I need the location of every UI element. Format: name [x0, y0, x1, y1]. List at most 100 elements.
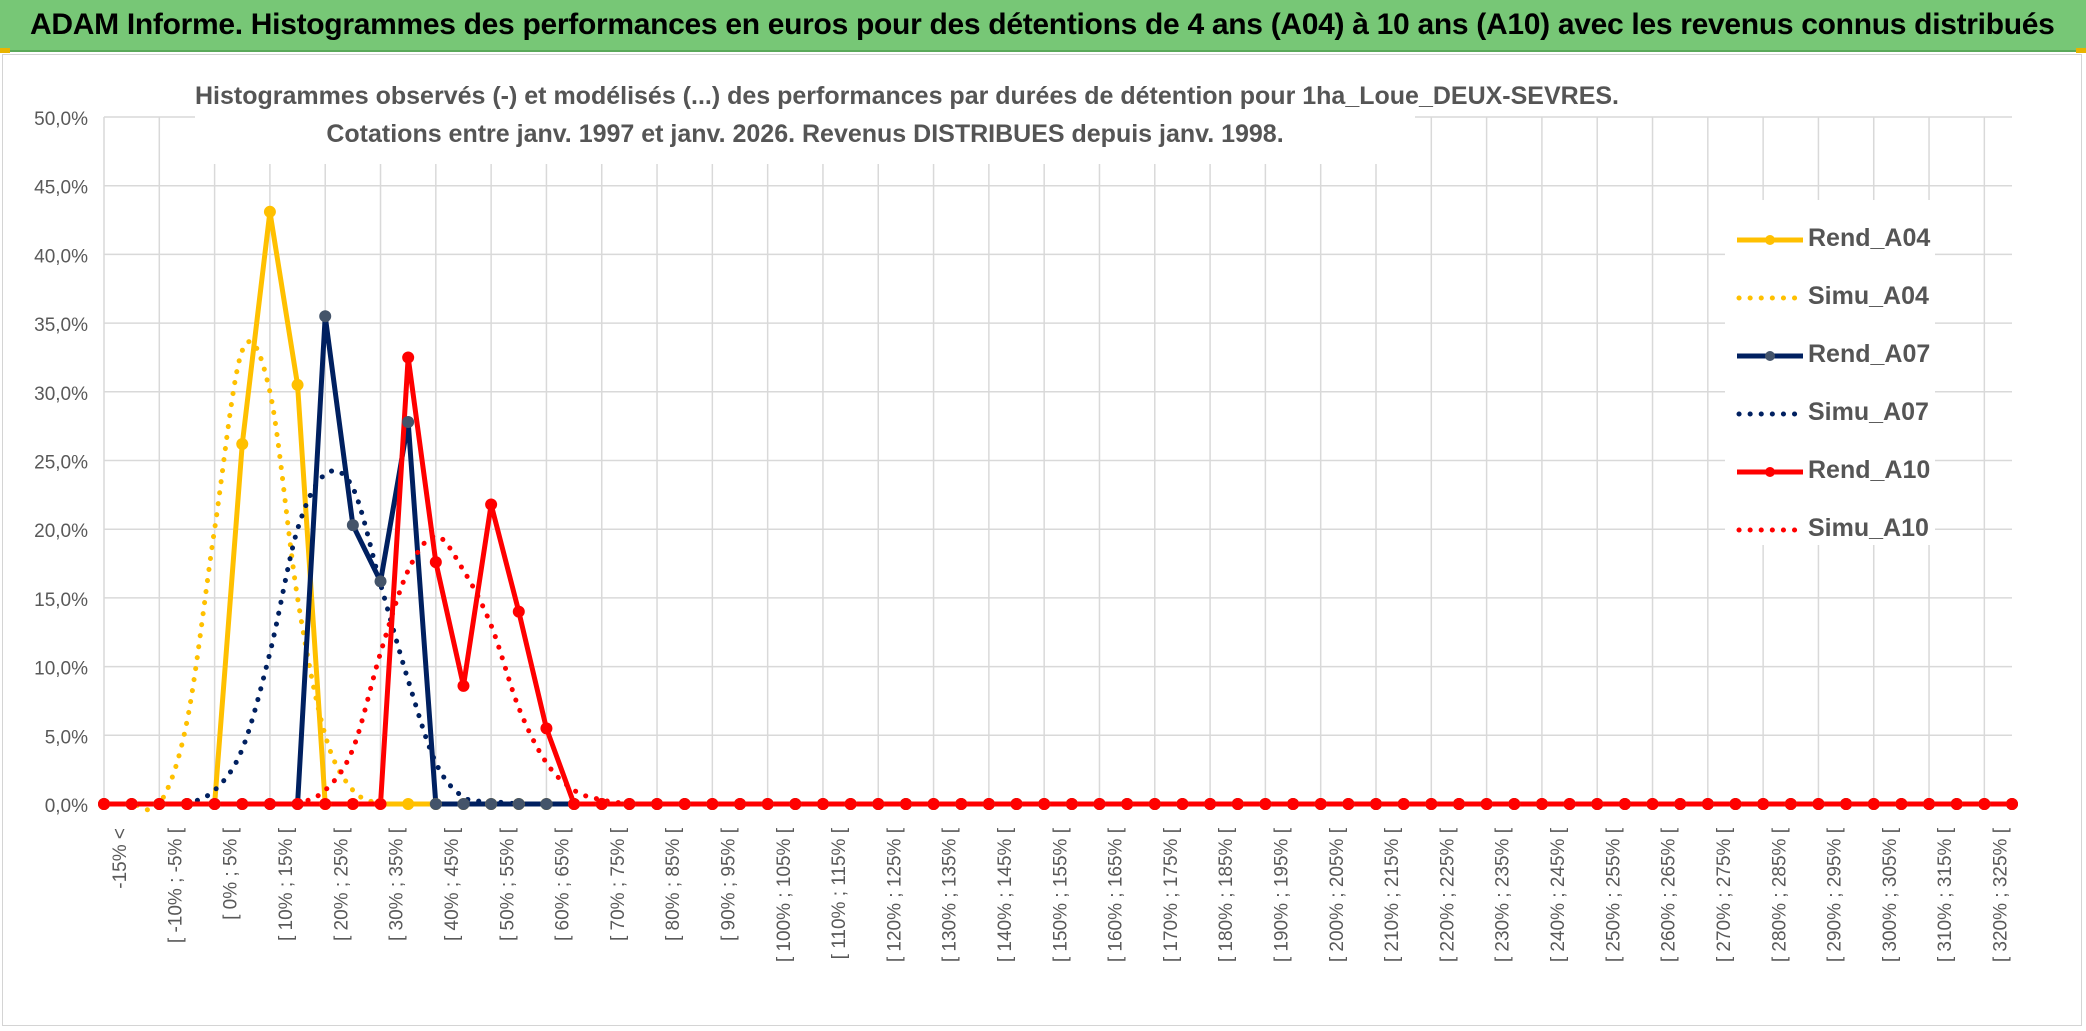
legend-label: Rend_A07	[1808, 340, 1931, 368]
legend-item-rend-a10: Rend_A10	[1725, 452, 1935, 492]
series-rend-a10-point	[1950, 798, 1963, 810]
series-rend-a10-point	[1508, 798, 1521, 810]
legend-swatch-marker	[1765, 351, 1775, 361]
series-rend-a10-point	[1204, 798, 1217, 810]
series-rend-a10-point	[734, 798, 746, 810]
x-tick-label: [ 270% ; 275% [	[1714, 827, 1735, 962]
series-rend-a10-point	[263, 798, 276, 810]
y-tick-label: 30,0%	[34, 384, 88, 405]
series-rend-a10-point	[1093, 798, 1106, 810]
legend-swatch	[1737, 351, 1803, 361]
x-tick-label: [ 150% ; 155% [	[1050, 827, 1071, 962]
series-rend-a10-point	[706, 798, 719, 810]
x-tick-label: [ 190% ; 195% [	[1272, 827, 1293, 962]
x-tick-label: [ 180% ; 185% [	[1216, 827, 1237, 962]
series-rend-a07-point	[346, 519, 359, 532]
series-rend-a04-point	[402, 798, 415, 810]
x-tick-label: [ -10% ; -5% [	[165, 827, 186, 943]
legend-swatch-marker	[1765, 467, 1775, 477]
series-rend-a10-point	[1563, 798, 1576, 810]
series-rend-a07-point	[485, 798, 498, 810]
legend-swatch	[1737, 235, 1803, 245]
legend-item-simu-a10: Simu_A10	[1725, 510, 1935, 550]
series-rend-a10-point	[1618, 798, 1631, 810]
series-rend-a07-point	[429, 798, 442, 810]
legend-swatch	[1736, 295, 1804, 301]
series-rend-a10-point	[1701, 798, 1714, 810]
legend-item-simu-a04: Simu_A04	[1725, 278, 1935, 318]
series-rend-a10-point	[1978, 798, 1991, 810]
y-tick-label: 50,0%	[34, 109, 88, 130]
series-rend-a10-point	[1646, 798, 1659, 810]
legend-swatch	[1736, 527, 1804, 533]
series-rend-a10-point	[1674, 798, 1687, 810]
series-rend-a10-point	[1867, 798, 1880, 810]
x-tick-label: [ 100% ; 105% [	[774, 827, 795, 962]
y-tick-label: 35,0%	[34, 315, 88, 336]
x-tick-label: [ 310% ; 315% [	[1935, 827, 1956, 962]
legend-item-simu-a07: Simu_A07	[1725, 394, 1935, 434]
series-rend-a10-point	[1370, 798, 1382, 810]
series-rend-a10-point	[1923, 798, 1936, 810]
series-rend-a10-point	[291, 798, 304, 810]
y-tick-label: 25,0%	[34, 453, 88, 474]
x-tick-label: [ 230% ; 235% [	[1493, 827, 1514, 962]
series-rend-a07-point	[457, 798, 470, 810]
x-tick-label: [ 80% ; 85% [	[663, 827, 684, 941]
series-rend-a10-point	[374, 798, 387, 810]
series-rend-a10-point	[2006, 798, 2018, 810]
series-rend-a10-line	[104, 354, 2012, 807]
x-tick-label: [ 0% ; 5% [	[221, 827, 242, 920]
x-tick-label: [ 300% ; 305% [	[1880, 827, 1901, 962]
legend-item-rend-a04: Rend_A04	[1725, 220, 1935, 260]
series-rend-a10-point	[623, 798, 636, 810]
series-rend-a10-point	[1121, 798, 1134, 810]
series-rend-a10-point	[1397, 798, 1410, 810]
series-rend-a10-point	[1148, 798, 1161, 810]
x-tick-label: [ 160% ; 165% [	[1106, 827, 1127, 962]
series-rend-a10-point	[1480, 798, 1493, 810]
series-rend-a10-point	[595, 798, 608, 810]
series-rend-a04-point	[291, 378, 304, 391]
series-rend-a10-point	[457, 679, 470, 692]
series-rend-a10-point	[899, 798, 912, 810]
series-lines	[98, 205, 2018, 813]
series-rend-a10-point	[816, 798, 829, 810]
report-banner: ADAM Informe. Histogrammes des performan…	[0, 0, 2086, 52]
series-rend-a04-point	[236, 438, 249, 451]
x-tick-label: [ 20% ; 25% [	[331, 827, 352, 941]
banner-corner-left	[0, 48, 10, 53]
series-rend-a10-point	[1591, 798, 1604, 810]
series-rend-a10-point	[844, 798, 857, 810]
x-tick-label: [ 320% ; 325% [	[1990, 827, 2011, 962]
series-rend-a10-point	[1895, 798, 1908, 810]
series-simu-a04-line	[101, 339, 384, 813]
x-tick-label: [ 30% ; 35% [	[387, 827, 408, 941]
series-rend-a10-point	[125, 798, 138, 810]
x-tick-label: [ 90% ; 95% [	[718, 827, 739, 941]
series-rend-a10-point	[1784, 798, 1797, 810]
legend-swatch	[1736, 411, 1804, 417]
series-rend-a10-point	[1342, 798, 1355, 810]
series-rend-a10-point	[1535, 798, 1548, 810]
series-rend-a10-point	[319, 798, 332, 810]
x-tick-label: [ 120% ; 125% [	[884, 827, 905, 962]
series-rend-a10-point	[872, 798, 885, 810]
series-rend-a10-point	[346, 798, 359, 810]
legend-label: Rend_A10	[1808, 456, 1931, 484]
chart-subtitle: Cotations entre janv. 1997 et janv. 2026…	[326, 120, 1284, 148]
y-tick-label: 15,0%	[34, 590, 88, 611]
series-rend-a07-point	[540, 798, 553, 810]
x-tick-label: [ 10% ; 15% [	[276, 827, 297, 941]
series-rend-a10-point	[1065, 798, 1078, 810]
series-rend-a10-point	[1812, 798, 1825, 810]
x-tick-label: [ 50% ; 55% [	[497, 827, 518, 941]
x-tick-label: [ 250% ; 255% [	[1603, 827, 1624, 962]
series-rend-a07-point	[512, 798, 525, 810]
x-tick-label: [ 130% ; 135% [	[940, 827, 961, 962]
x-tick-label: [ 110% ; 115% [	[829, 827, 850, 959]
series-rend-a10-point	[1038, 798, 1051, 810]
series-simu-a07-line	[184, 468, 522, 807]
chart-title: Histogrammes observés (-) et modélisés (…	[195, 82, 1619, 110]
